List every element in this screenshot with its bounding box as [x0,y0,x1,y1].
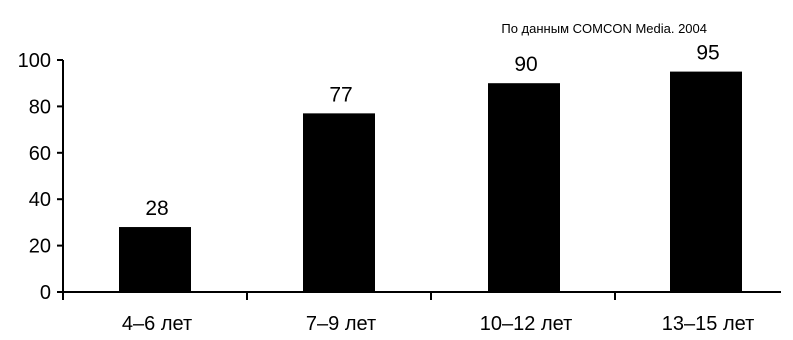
source-note: По данным COMCON Media. 2004 [501,21,707,36]
bar [670,71,742,292]
bar [488,83,560,292]
category-label: 4–6 лет [122,313,192,335]
y-tick-label: 0 [40,282,51,304]
data-label: 95 [696,42,719,65]
y-tick-label: 100 [18,50,51,72]
data-label: 28 [145,197,168,220]
y-tick-label: 40 [29,189,51,211]
y-tick-label: 20 [29,236,51,258]
bars [119,71,742,292]
data-label: 90 [514,53,537,76]
category-label: 10–12 лет [480,313,572,335]
category-label: 7–9 лет [306,313,376,335]
bar [303,113,375,292]
y-tick-label: 60 [29,143,51,165]
data-label: 77 [329,83,352,106]
category-label: 13–15 лет [662,313,754,335]
y-tick-label: 80 [29,96,51,118]
bar [119,227,191,292]
labels: 0 20 40 60 80 100 28 4–6 лет 77 7–9 лет 90 10–12 ле… [18,42,755,335]
